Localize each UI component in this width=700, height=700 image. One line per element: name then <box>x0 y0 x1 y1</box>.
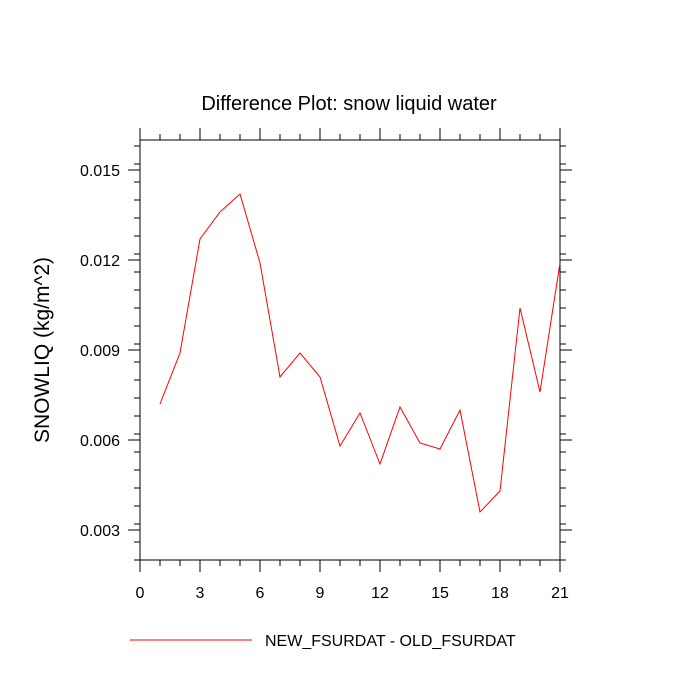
x-tick-label: 12 <box>371 585 389 602</box>
x-tick-label: 0 <box>136 585 145 602</box>
series-layer <box>159 193 561 514</box>
chart-title: Difference Plot: snow liquid water <box>201 93 497 115</box>
x-tick-label: 21 <box>551 585 569 602</box>
y-tick-label: 0.006 <box>80 433 120 450</box>
y-tick-label: 0.015 <box>80 163 120 180</box>
y-axis-label: SNOWLIQ (kg/m^2) <box>31 257 54 443</box>
legend-label: NEW_FSURDAT - OLD_FSURDAT <box>265 633 516 650</box>
x-tick-label: 6 <box>256 585 265 602</box>
x-tick-label: 3 <box>196 585 205 602</box>
x-tick-label: 18 <box>491 585 509 602</box>
plot-frame <box>139 139 561 561</box>
legend: NEW_FSURDAT - OLD_FSURDAT <box>130 633 516 650</box>
y-tick-label: 0.012 <box>80 253 120 270</box>
x-tick-label: 15 <box>431 585 449 602</box>
axes: 0 3 6 9 12 15 18 21 0.003 0.006 0.009 0.012 0.015 <box>80 128 572 602</box>
y-tick-label: 0.009 <box>80 343 120 360</box>
x-tick-label: 9 <box>316 585 325 602</box>
y-tick-label: 0.003 <box>80 523 120 540</box>
series-line <box>159 193 561 514</box>
